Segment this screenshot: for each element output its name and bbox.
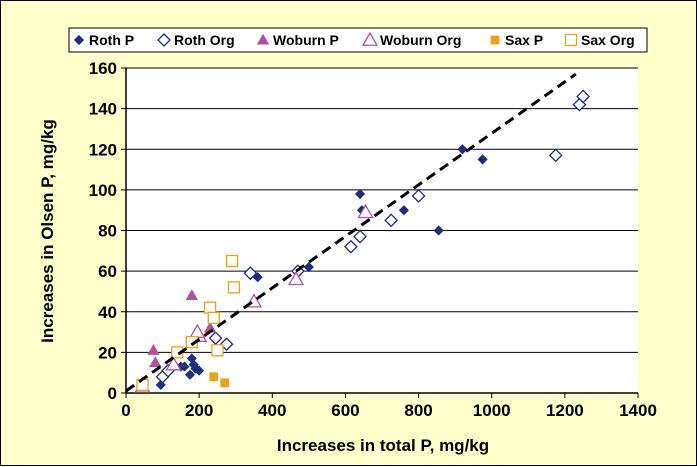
data-point: [287, 270, 305, 286]
y-tick-label: 160: [89, 59, 117, 78]
tick-labels: 0 20 40 60 80 100 120 140 160 0 200 400 600 800 1000 12…: [89, 59, 657, 420]
legend-marker: [361, 31, 379, 46]
data-point: [357, 203, 374, 219]
x-tick-label: 400: [258, 401, 286, 420]
data-point: [149, 356, 162, 368]
x-tick-label: 1400: [619, 401, 657, 420]
data-point: [194, 365, 205, 376]
y-axis-title: Increases in Olsen P, mg/kg: [38, 119, 57, 343]
data-point: [576, 89, 591, 104]
data-point: [343, 239, 358, 254]
data-point: [185, 289, 199, 301]
data-point: [303, 261, 314, 273]
y-tick-label: 140: [89, 100, 117, 119]
data-point: [548, 148, 563, 163]
legend-marker: [256, 33, 270, 45]
data-point: [477, 154, 488, 165]
y-tick-label: 80: [98, 222, 117, 241]
data-point: [384, 213, 399, 228]
y-tick-label: 100: [89, 181, 117, 200]
data-point: [211, 344, 224, 357]
legend-label: Woburn P: [273, 32, 339, 48]
series-roth-org: [155, 89, 591, 384]
data-point: [411, 189, 426, 203]
data-point: [225, 254, 239, 268]
y-tick-label: 120: [89, 140, 117, 159]
axes-layer: [121, 67, 639, 398]
data-point: [179, 361, 190, 372]
x-tick-label: 1000: [473, 401, 511, 420]
data-point: [398, 205, 410, 216]
legend-label: Sax P: [505, 32, 543, 48]
series-woburn-p: [147, 289, 217, 368]
data-point: [207, 311, 220, 324]
data-point: [209, 372, 219, 382]
x-tick-label: 800: [404, 401, 432, 420]
legend: Roth P Roth Org Woburn P Woburn Org Sax P Sax…: [68, 27, 648, 53]
x-tick-label: 1200: [546, 401, 584, 420]
y-tick-label: 0: [108, 384, 117, 403]
legend-marker: [73, 34, 85, 46]
trendline: [125, 72, 577, 393]
x-tick-label: 0: [121, 401, 130, 420]
legend-label: Roth P: [89, 32, 134, 48]
data-point: [353, 229, 367, 244]
data-point: [354, 188, 366, 200]
x-tick-label: 200: [185, 401, 213, 420]
data-point: [203, 301, 217, 314]
grid-layer: [126, 67, 638, 393]
legend-marker: [564, 33, 578, 47]
data-point: [184, 369, 196, 380]
legend-label: Sax Org: [581, 32, 635, 48]
data-point: [147, 344, 160, 355]
data-point: [433, 225, 444, 236]
data-point: [457, 144, 468, 155]
x-axis-title: Increases in total P, mg/kg: [277, 436, 489, 455]
x-tick-label: 600: [331, 401, 359, 420]
legend-label: Woburn Org: [380, 32, 461, 48]
legend-label: Roth Org: [174, 32, 235, 48]
data-point: [243, 266, 258, 281]
data-point: [220, 378, 230, 388]
legend-marker: [157, 33, 171, 47]
points-layer: [134, 89, 591, 393]
trend-layer: [125, 72, 577, 393]
series-sax-p: [209, 372, 230, 388]
data-point: [165, 356, 182, 371]
y-tick-label: 60: [98, 262, 117, 281]
data-point: [208, 331, 223, 346]
legend-box: [68, 27, 648, 53]
y-tick-label: 20: [98, 343, 117, 362]
legend-marker: [490, 35, 500, 45]
data-point: [227, 281, 241, 294]
y-tick-label: 40: [98, 303, 117, 322]
